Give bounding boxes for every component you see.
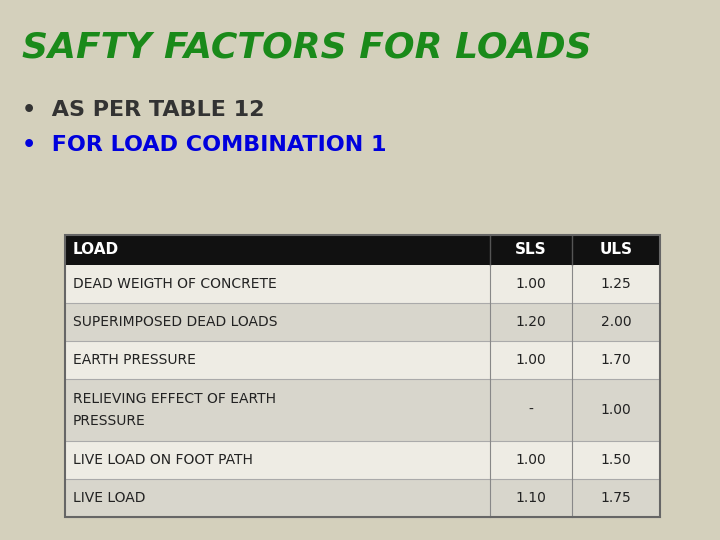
Text: SUPERIMPOSED DEAD LOADS: SUPERIMPOSED DEAD LOADS xyxy=(73,315,277,329)
Text: 1.00: 1.00 xyxy=(516,453,546,467)
Text: 1.50: 1.50 xyxy=(600,453,631,467)
Text: 1.00: 1.00 xyxy=(600,403,631,417)
Text: •  FOR LOAD COMBINATION 1: • FOR LOAD COMBINATION 1 xyxy=(22,135,387,155)
Text: 1.25: 1.25 xyxy=(600,277,631,291)
Text: 1.10: 1.10 xyxy=(516,491,546,505)
Text: EARTH PRESSURE: EARTH PRESSURE xyxy=(73,353,196,367)
Text: •  AS PER TABLE 12: • AS PER TABLE 12 xyxy=(22,100,264,120)
Text: 1.00: 1.00 xyxy=(516,277,546,291)
Text: LOAD: LOAD xyxy=(73,242,119,258)
Text: LIVE LOAD ON FOOT PATH: LIVE LOAD ON FOOT PATH xyxy=(73,453,253,467)
Text: 2.00: 2.00 xyxy=(600,315,631,329)
Text: SAFTY FACTORS FOR LOADS: SAFTY FACTORS FOR LOADS xyxy=(22,31,592,65)
Bar xyxy=(65,379,660,441)
Text: -: - xyxy=(528,403,534,417)
Text: 1.70: 1.70 xyxy=(600,353,631,367)
Bar xyxy=(65,235,660,265)
Bar xyxy=(65,341,660,379)
Bar xyxy=(65,235,660,517)
Text: DEAD WEIGTH OF CONCRETE: DEAD WEIGTH OF CONCRETE xyxy=(73,277,276,291)
Bar xyxy=(65,441,660,479)
Text: 1.75: 1.75 xyxy=(600,491,631,505)
Bar xyxy=(65,303,660,341)
Text: 1.20: 1.20 xyxy=(516,315,546,329)
Text: RELIEVING EFFECT OF EARTH: RELIEVING EFFECT OF EARTH xyxy=(73,392,276,406)
Text: PRESSURE: PRESSURE xyxy=(73,414,145,428)
Text: SLS: SLS xyxy=(516,242,546,258)
Text: LIVE LOAD: LIVE LOAD xyxy=(73,491,145,505)
Bar xyxy=(65,265,660,303)
Text: 1.00: 1.00 xyxy=(516,353,546,367)
Bar xyxy=(65,479,660,517)
Text: ULS: ULS xyxy=(600,242,632,258)
